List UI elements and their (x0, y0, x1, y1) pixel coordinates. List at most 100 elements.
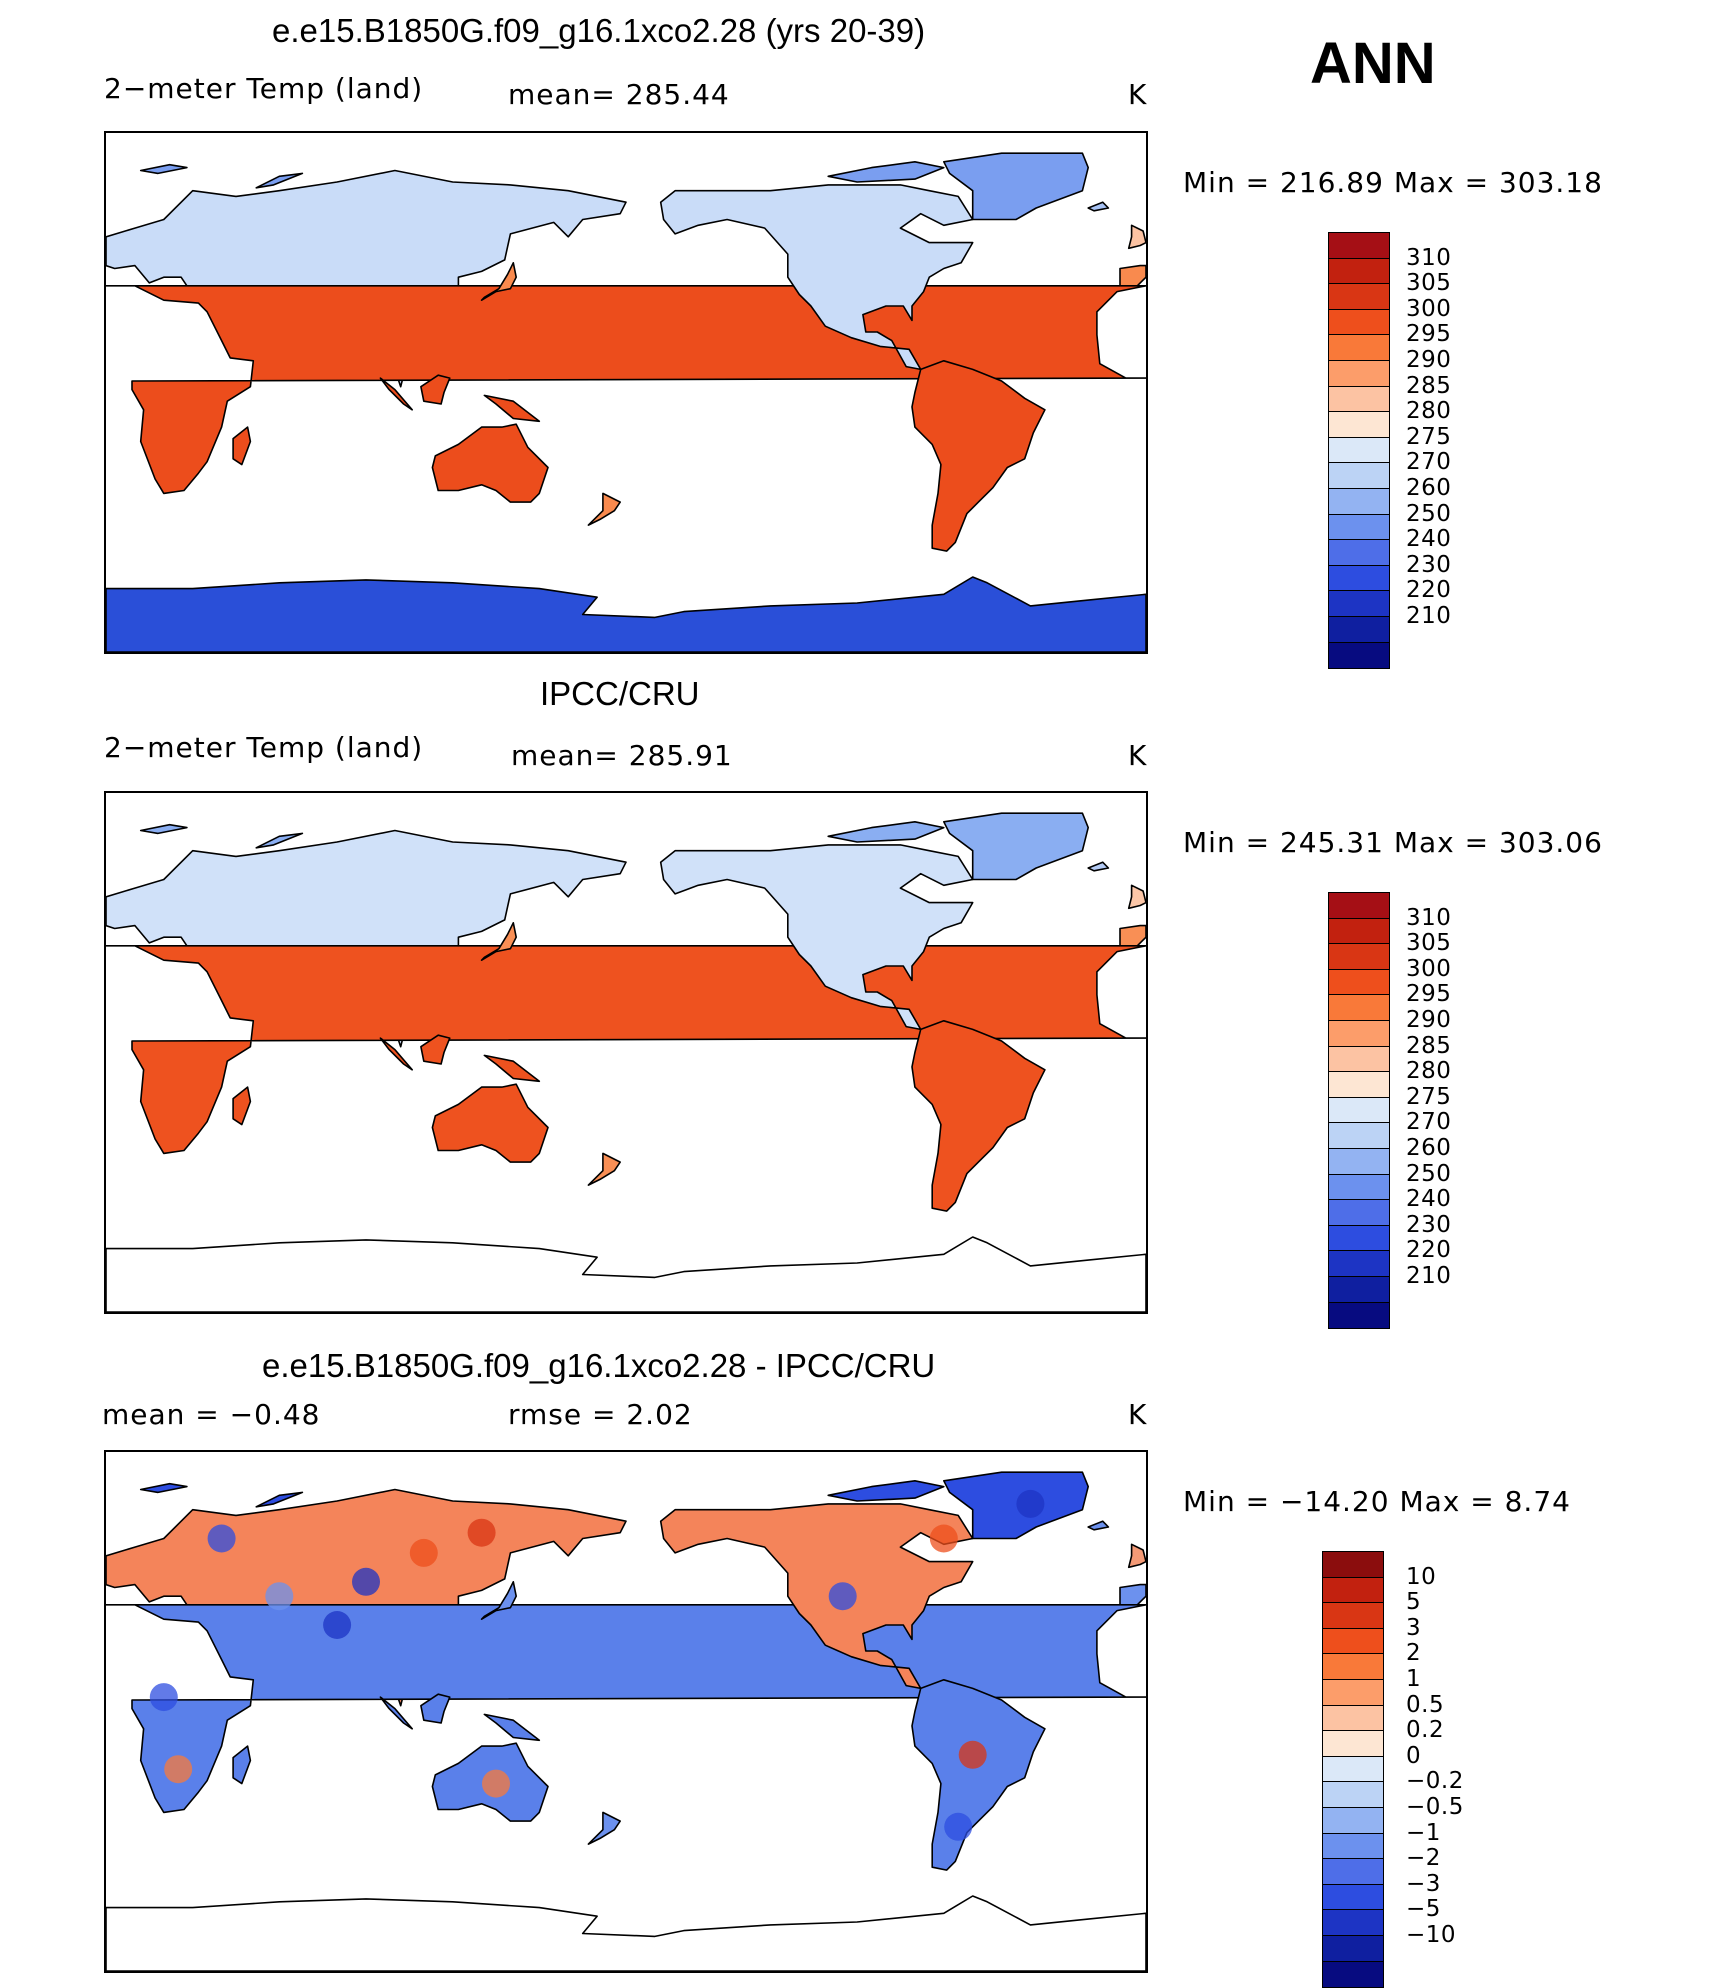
colorbar-level-label: −5 (1406, 1896, 1441, 1923)
colorbar-level-label: 300 (1406, 955, 1452, 982)
land-australia (431, 1083, 549, 1163)
colorbar-level-label: 295 (1406, 981, 1452, 1008)
colorbar-level-label: 270 (1406, 1109, 1452, 1136)
anomaly-blotch (207, 1524, 236, 1553)
colorbar-swatch (1322, 1909, 1384, 1937)
colorbar-level-label: 2 (1406, 1640, 1422, 1667)
colorbar-swatch (1328, 1148, 1390, 1176)
panel-3-colorbar: 10 5 3 2 1 0.5 0.2 0 −0.2 −0.5 −1 −2 −3 −5 −10 (1322, 1551, 1464, 1988)
panel-3-map (104, 1450, 1148, 1973)
colorbar-swatch (1328, 1199, 1390, 1227)
colorbar-level-label: 275 (1406, 423, 1452, 450)
colorbar-swatch (1328, 232, 1390, 260)
colorbar-level-label: 230 (1406, 1211, 1452, 1238)
land-new-guinea (483, 1054, 541, 1083)
panel-2-units: K (1128, 739, 1148, 772)
panel-3-mean-label: mean = −0.48 (102, 1398, 321, 1431)
panel-1-minmax: Min = 216.89 Max = 303.18 (1183, 166, 1603, 199)
colorbar-level-label: −3 (1406, 1870, 1441, 1897)
anomaly-blotch (1016, 1489, 1045, 1518)
land-greenland (943, 152, 1089, 221)
anomaly-blotch (265, 1582, 294, 1611)
colorbar-swatch (1322, 1960, 1384, 1988)
colorbar-swatch (1328, 892, 1390, 920)
colorbar-level-label: −0.5 (1406, 1794, 1464, 1820)
anomaly-blotch (929, 1524, 958, 1553)
anomaly-blotch (958, 1740, 987, 1769)
colorbar-level-label: 0.5 (1406, 1691, 1445, 1718)
colorbar-swatch (1322, 1858, 1384, 1886)
panel-2-title: IPCC/CRU (540, 675, 700, 712)
colorbar-level-label: 300 (1406, 295, 1452, 322)
colorbar-swatch (1322, 1781, 1384, 1809)
panel-3-units: K (1128, 1398, 1148, 1431)
panel-1-map (104, 131, 1148, 654)
land-sumatra (379, 1037, 413, 1071)
colorbar-level-label: 305 (1406, 930, 1452, 957)
panel-2-map-svg (106, 812, 1146, 1312)
colorbar-swatch (1328, 257, 1390, 285)
land-scandinavia-islands (1087, 201, 1110, 212)
panel-2-variable-label: 2−meter Temp (land) (104, 731, 424, 764)
anomaly-blotch (828, 1582, 857, 1611)
panel-3-minmax: Min = −14.20 Max = 8.74 (1183, 1485, 1571, 1518)
colorbar-swatch (1328, 385, 1390, 413)
colorbar-swatch (1328, 943, 1390, 971)
colorbar-swatch (1328, 968, 1390, 996)
colorbar-level-label: 0 (1406, 1742, 1422, 1769)
colorbar-level-label: 295 (1406, 321, 1452, 348)
colorbar-swatch (1328, 411, 1390, 439)
panel-2-mean-label: mean= 285.91 (511, 739, 733, 772)
colorbar-level-label: 270 (1406, 449, 1452, 476)
colorbar-level-label: 3 (1406, 1614, 1422, 1641)
land-antarctica (106, 576, 1146, 652)
colorbar-swatch (1328, 641, 1390, 669)
land-borneo (420, 1034, 451, 1065)
colorbar-swatch (1328, 1224, 1390, 1252)
land-antarctica (106, 1236, 1146, 1312)
land-north-america (659, 1503, 974, 1690)
land-japan (480, 262, 517, 301)
colorbar-swatch (1328, 1250, 1390, 1278)
panel-3-map-svg (106, 1471, 1146, 1971)
land-north-america (659, 844, 974, 1031)
colorbar-level-label: 260 (1406, 475, 1452, 501)
land-svalbard (139, 1482, 188, 1494)
colorbar-swatch (1322, 1730, 1384, 1758)
land-madagascar (232, 1086, 252, 1126)
colorbar-level-label: 310 (1406, 244, 1452, 271)
colorbar-level-label: 230 (1406, 551, 1452, 578)
colorbar-level-label: 250 (1406, 1160, 1452, 1187)
panel-1-units: K (1128, 78, 1148, 111)
colorbar-swatch (1328, 917, 1390, 945)
colorbar-level-label: −0.2 (1406, 1768, 1464, 1795)
land-svalbard (139, 823, 188, 835)
land-sumatra (379, 377, 413, 411)
land-madagascar (232, 1745, 252, 1785)
colorbar-level-label: 240 (1406, 1186, 1452, 1213)
colorbar-level-label: 210 (1406, 603, 1452, 629)
land-new-guinea (483, 394, 541, 423)
colorbar-swatch (1322, 1883, 1384, 1911)
colorbar-swatch (1328, 564, 1390, 592)
land-south-america (911, 360, 1046, 552)
colorbar-swatch (1322, 1807, 1384, 1835)
colorbar-level-label: 280 (1406, 398, 1452, 425)
colorbar-level-label: 290 (1406, 1007, 1452, 1033)
colorbar-level-label: 5 (1406, 1589, 1422, 1616)
colorbar-swatch (1322, 1627, 1384, 1655)
land-arctic-isles (827, 1480, 945, 1502)
anomaly-blotch (482, 1769, 510, 1798)
land-borneo (420, 374, 451, 405)
colorbar-swatch (1328, 1071, 1390, 1099)
colorbar-swatch (1322, 1704, 1384, 1732)
colorbar-swatch (1322, 1551, 1384, 1579)
anomaly-blotch (149, 1683, 178, 1712)
colorbar-swatch (1322, 1602, 1384, 1630)
land-australia (431, 423, 549, 503)
colorbar-swatch (1328, 488, 1390, 516)
anomaly-blotch (323, 1611, 352, 1639)
panel-1-map-svg (106, 152, 1146, 652)
colorbar-swatch (1322, 1679, 1384, 1707)
anomaly-blotch (352, 1567, 380, 1596)
